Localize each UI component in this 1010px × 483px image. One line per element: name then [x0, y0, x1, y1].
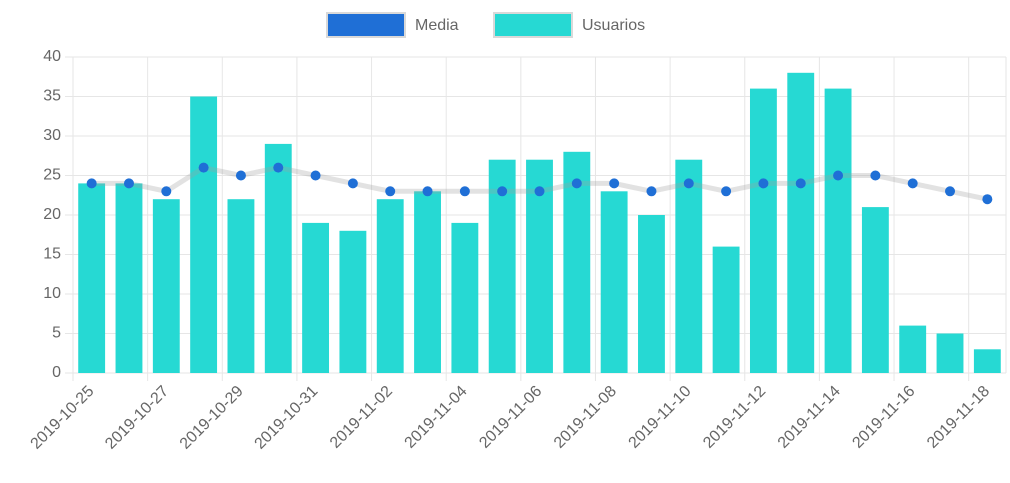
bar [675, 159, 703, 373]
bar [264, 143, 292, 373]
bar [749, 88, 777, 373]
point [273, 162, 284, 173]
y-tick-label: 0 [52, 364, 61, 381]
legend-swatch [326, 12, 406, 38]
point [982, 194, 993, 205]
bar [227, 199, 255, 373]
x-tick-label: 2019-10-25 [28, 383, 98, 453]
bar [600, 191, 628, 373]
point [870, 170, 881, 181]
bar [190, 96, 218, 373]
point [795, 178, 806, 189]
bar [152, 199, 180, 373]
point [86, 178, 97, 189]
point [907, 178, 918, 189]
legend-swatch [493, 12, 573, 38]
x-tick-label: 2019-10-27 [102, 383, 172, 453]
point [385, 186, 396, 197]
y-tick-label: 10 [43, 285, 61, 302]
point [497, 186, 508, 197]
point [758, 178, 769, 189]
legend-label: Usuarios [582, 17, 645, 34]
x-tick-label: 2019-11-08 [551, 383, 620, 452]
point [198, 162, 209, 173]
point [683, 178, 694, 189]
x-tick-label: 2019-11-18 [924, 383, 993, 452]
point [609, 178, 620, 189]
bar [899, 325, 927, 373]
bar [451, 222, 479, 373]
point [534, 186, 545, 197]
point [833, 170, 844, 181]
bar [339, 230, 367, 373]
point [646, 186, 657, 197]
x-tick-label: 2019-11-06 [476, 383, 545, 452]
x-tick-label: 2019-11-14 [775, 383, 844, 452]
y-tick-label: 5 [52, 325, 61, 342]
bar [973, 349, 1001, 373]
point [721, 186, 732, 197]
x-tick-label: 2019-11-10 [626, 383, 695, 452]
point [123, 178, 134, 189]
bar [563, 151, 591, 373]
point [422, 186, 433, 197]
bar [78, 183, 106, 373]
point [347, 178, 358, 189]
y-tick-label: 25 [43, 167, 61, 184]
bar [824, 88, 852, 373]
bar [787, 72, 815, 374]
point [571, 178, 582, 189]
point [459, 186, 470, 197]
bar [861, 207, 889, 373]
bar [936, 333, 964, 373]
bar [302, 222, 330, 373]
x-tick-label: 2019-11-02 [327, 383, 396, 452]
y-tick-label: 15 [43, 246, 61, 263]
x-tick-label: 2019-11-16 [849, 383, 918, 452]
legend-label: Media [415, 17, 459, 34]
x-tick-label: 2019-11-12 [700, 383, 769, 452]
point [945, 186, 956, 197]
point [235, 170, 246, 181]
bar [638, 215, 665, 373]
y-tick-label: 20 [43, 206, 61, 223]
x-tick-label: 2019-10-31 [251, 383, 321, 453]
x-tick-label: 2019-11-04 [402, 383, 471, 452]
bar [376, 199, 404, 373]
y-tick-label: 30 [43, 127, 61, 144]
bar [414, 191, 441, 373]
y-tick-label: 35 [43, 88, 61, 105]
point [161, 186, 172, 197]
x-tick-label: 2019-10-29 [177, 383, 247, 453]
bar [115, 183, 143, 373]
y-tick-label: 40 [43, 48, 61, 65]
bar [712, 246, 740, 373]
point [310, 170, 321, 181]
